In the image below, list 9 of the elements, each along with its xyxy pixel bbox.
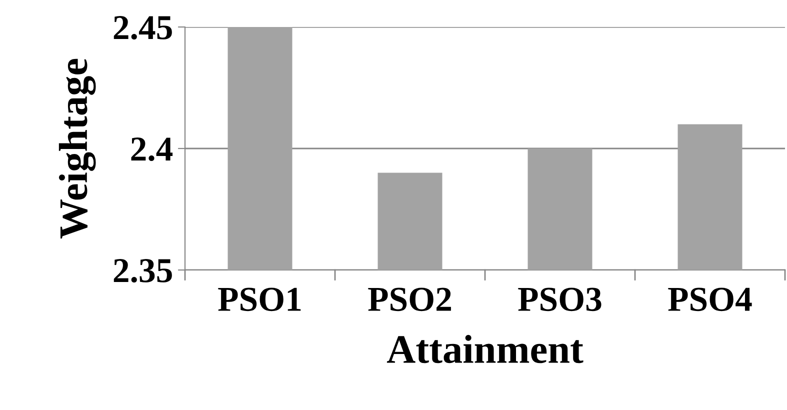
x-tick-label: PSO1 bbox=[218, 288, 301, 312]
y-tick-label: 2.4 bbox=[131, 138, 173, 162]
x-axis-title: Attainment bbox=[386, 334, 584, 364]
y-axis-title: Weightage bbox=[58, 58, 96, 239]
x-tick-label: PSO3 bbox=[518, 288, 602, 312]
x-tick-label: PSO2 bbox=[368, 288, 451, 312]
y-tick-label: 2.45 bbox=[114, 16, 172, 40]
y-tick-label: 2.35 bbox=[114, 259, 172, 283]
x-tick-label: PSO4 bbox=[668, 288, 752, 312]
